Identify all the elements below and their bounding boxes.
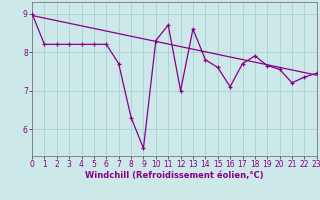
X-axis label: Windchill (Refroidissement éolien,°C): Windchill (Refroidissement éolien,°C) — [85, 171, 264, 180]
